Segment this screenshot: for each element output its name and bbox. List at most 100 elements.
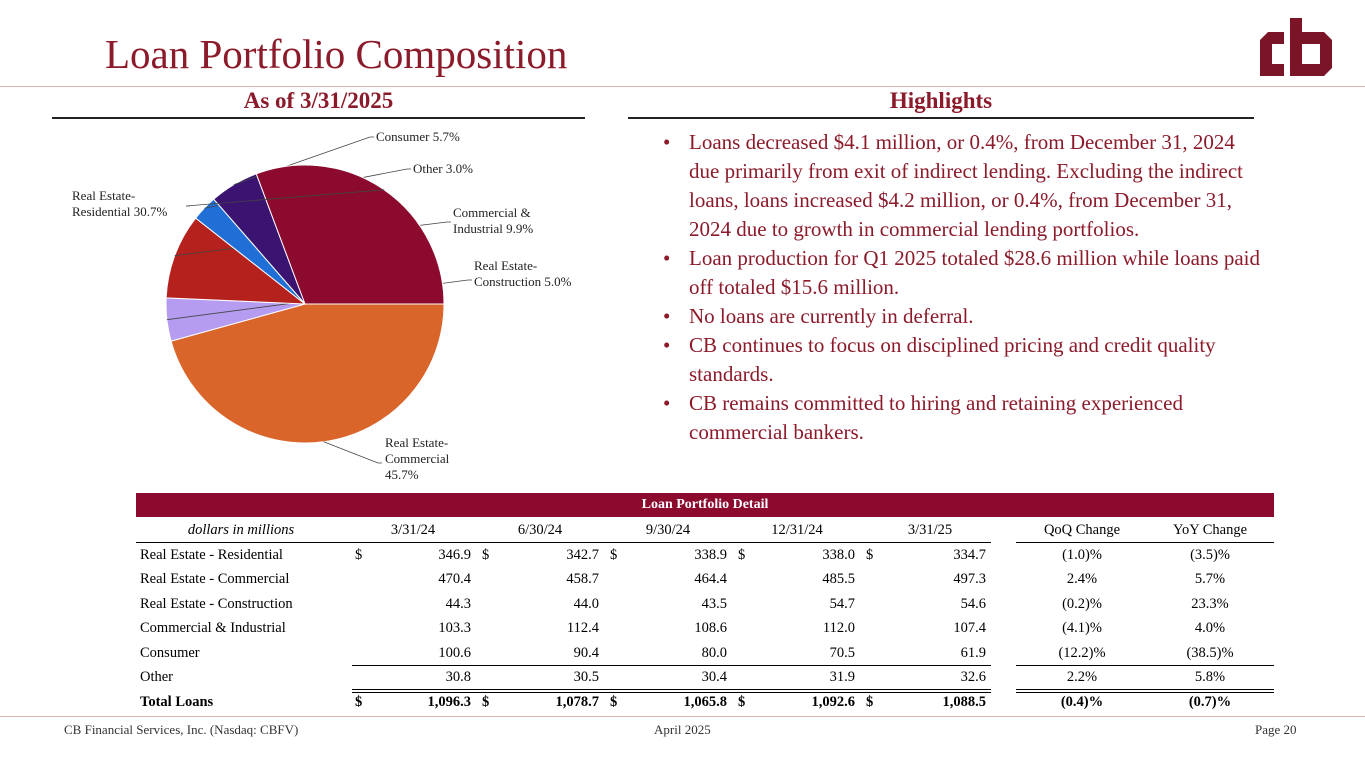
total-overline: [352, 665, 991, 666]
value-cell: 338.0: [822, 546, 855, 563]
highlight-item: Loans decreased $4.1 million, or 0.4%, f…: [663, 128, 1263, 244]
column-header: 3/31/25: [907, 522, 953, 538]
value-cell: 90.4: [573, 644, 599, 661]
qoq-change-cell: (4.1)%: [1062, 620, 1102, 636]
value-cell: 112.4: [566, 620, 599, 636]
row-label: Real Estate - Residential: [140, 546, 283, 563]
pie-label: Real Estate-Residential 30.7%: [72, 188, 167, 219]
column-header: 12/31/24: [771, 522, 823, 538]
header-underline: [136, 542, 991, 543]
currency-symbol: $: [610, 693, 618, 710]
value-cell: 485.5: [822, 571, 855, 587]
column-header-yoy: YoY Change: [1172, 522, 1248, 538]
loan-portfolio-table: dollars in millions 3/31/24 6/30/24 9/30/24…: [136, 518, 1274, 714]
currency-symbol: $: [866, 546, 874, 563]
highlights-list: Loans decreased $4.1 million, or 0.4%, f…: [663, 128, 1263, 447]
row-label: Other: [140, 669, 174, 685]
currency-symbol: $: [738, 546, 746, 563]
yoy-change-cell: (0.7)%: [1188, 693, 1232, 710]
left-section-heading: As of 3/31/2025: [243, 88, 394, 113]
footer-page-number: Page 20: [1255, 722, 1297, 737]
value-cell: 30.4: [701, 669, 727, 685]
value-cell: 70.5: [829, 644, 855, 661]
value-cell: 107.4: [953, 620, 986, 636]
column-header-qoq: QoQ Change: [1043, 522, 1121, 538]
value-cell: 458.7: [566, 571, 599, 587]
left-heading-rule: [52, 117, 585, 119]
pie-leader-line: [323, 441, 382, 464]
qoq-change-cell: 2.2%: [1066, 669, 1098, 685]
table-header-row: dollars in millions 3/31/24 6/30/24 9/30/24…: [136, 518, 1274, 543]
yoy-change-cell: 23.3%: [1191, 595, 1229, 612]
currency-symbol: $: [482, 693, 490, 710]
value-cell: 108.6: [694, 620, 727, 636]
value-cell: 1,078.7: [555, 693, 600, 710]
currency-symbol: $: [355, 546, 363, 563]
currency-symbol: $: [738, 693, 746, 710]
table-row: Real Estate - Residential $346.9 $342.7 $33…: [136, 543, 1274, 568]
highlight-item: Loan production for Q1 2025 totaled $28.…: [663, 244, 1263, 302]
yoy-change-cell: (38.5)%: [1186, 644, 1234, 661]
title-divider: [0, 86, 1365, 87]
table-row: Other 30.8 30.5 30.4 31.9 32.6 2.2% 5.8%: [136, 665, 1274, 690]
pie-leader-line: [185, 189, 385, 207]
footer-divider: [0, 716, 1365, 717]
value-cell: 342.7: [566, 546, 599, 563]
qoq-change-cell: (12.2)%: [1058, 644, 1106, 661]
total-double-underline-change: [1016, 688, 1274, 693]
yoy-change-cell: 5.8%: [1194, 669, 1226, 685]
table-row: Real Estate - Commercial 470.4 458.7 464.4 4…: [136, 567, 1274, 592]
value-cell: 464.4: [694, 571, 727, 587]
footer-date: April 2025: [654, 722, 711, 737]
highlight-item: CB continues to focus on disciplined pri…: [663, 331, 1263, 389]
pie-leader-line: [166, 279, 472, 321]
highlight-item: CB remains committed to hiring and retai…: [663, 389, 1263, 447]
row-label: Commercial & Industrial: [140, 620, 286, 636]
value-cell: 31.9: [829, 669, 855, 685]
value-cell: 32.6: [960, 669, 986, 685]
value-cell: 54.7: [829, 595, 855, 612]
yoy-change-cell: 4.0%: [1194, 620, 1226, 636]
value-cell: 80.0: [701, 644, 727, 661]
right-section-heading: Highlights: [889, 88, 993, 113]
table-row: Consumer 100.6 90.4 80.0 70.5 61.9 (12.2)% (38.…: [136, 641, 1274, 666]
pie-label: Consumer 5.7%: [376, 129, 460, 144]
value-cell: 103.3: [438, 620, 471, 636]
value-cell: 334.7: [953, 546, 986, 563]
currency-symbol: $: [866, 693, 874, 710]
value-cell: 1,092.6: [811, 693, 856, 710]
total-double-underline: [352, 688, 991, 693]
value-cell: 1,065.8: [683, 693, 728, 710]
table-total-row: Total Loans $1,096.3 $1,078.7 $1,065.8 $1,09…: [136, 690, 1274, 715]
total-overline-change: [1016, 665, 1274, 666]
value-cell: 497.3: [953, 571, 986, 587]
pie-label: Commercial & Industrial 9.9%: [453, 205, 533, 236]
value-cell: 44.3: [445, 595, 471, 612]
loan-composition-pie-chart: Real Estate-Commercial 45.7% Real Estate-C…: [72, 129, 572, 482]
value-cell: 100.6: [438, 644, 471, 661]
value-cell: 44.0: [573, 595, 599, 612]
value-cell: 30.8: [445, 669, 471, 685]
currency-symbol: $: [355, 693, 363, 710]
value-cell: 338.9: [694, 546, 727, 563]
highlight-item: No loans are currently in deferral.: [663, 302, 1263, 331]
value-cell: 346.9: [438, 546, 471, 563]
row-label: Real Estate - Construction: [140, 595, 293, 612]
column-header: 3/31/24: [390, 522, 436, 538]
row-label: Consumer: [140, 644, 200, 661]
value-cell: 112.0: [822, 620, 855, 636]
column-header: 6/30/24: [517, 522, 563, 538]
pie-label: Other 3.0%: [413, 161, 473, 176]
qoq-change-cell: (0.2)%: [1062, 595, 1102, 612]
qoq-change-cell: (0.4)%: [1060, 693, 1104, 710]
row-label: Real Estate - Commercial: [140, 571, 290, 587]
value-cell: 1,088.5: [942, 693, 987, 710]
value-cell: 1,096.3: [427, 693, 472, 710]
header-underline-change: [1016, 542, 1274, 543]
pie-label: Real Estate-Commercial 45.7%: [385, 435, 450, 482]
value-cell: 54.6: [960, 595, 986, 612]
right-heading-rule: [628, 117, 1254, 119]
table-row: Real Estate - Construction 44.3 44.0 43.5 54…: [136, 592, 1274, 617]
footer-company: CB Financial Services, Inc. (Nasdaq: CBF…: [64, 722, 299, 737]
cb-logo-icon: [1260, 18, 1332, 76]
